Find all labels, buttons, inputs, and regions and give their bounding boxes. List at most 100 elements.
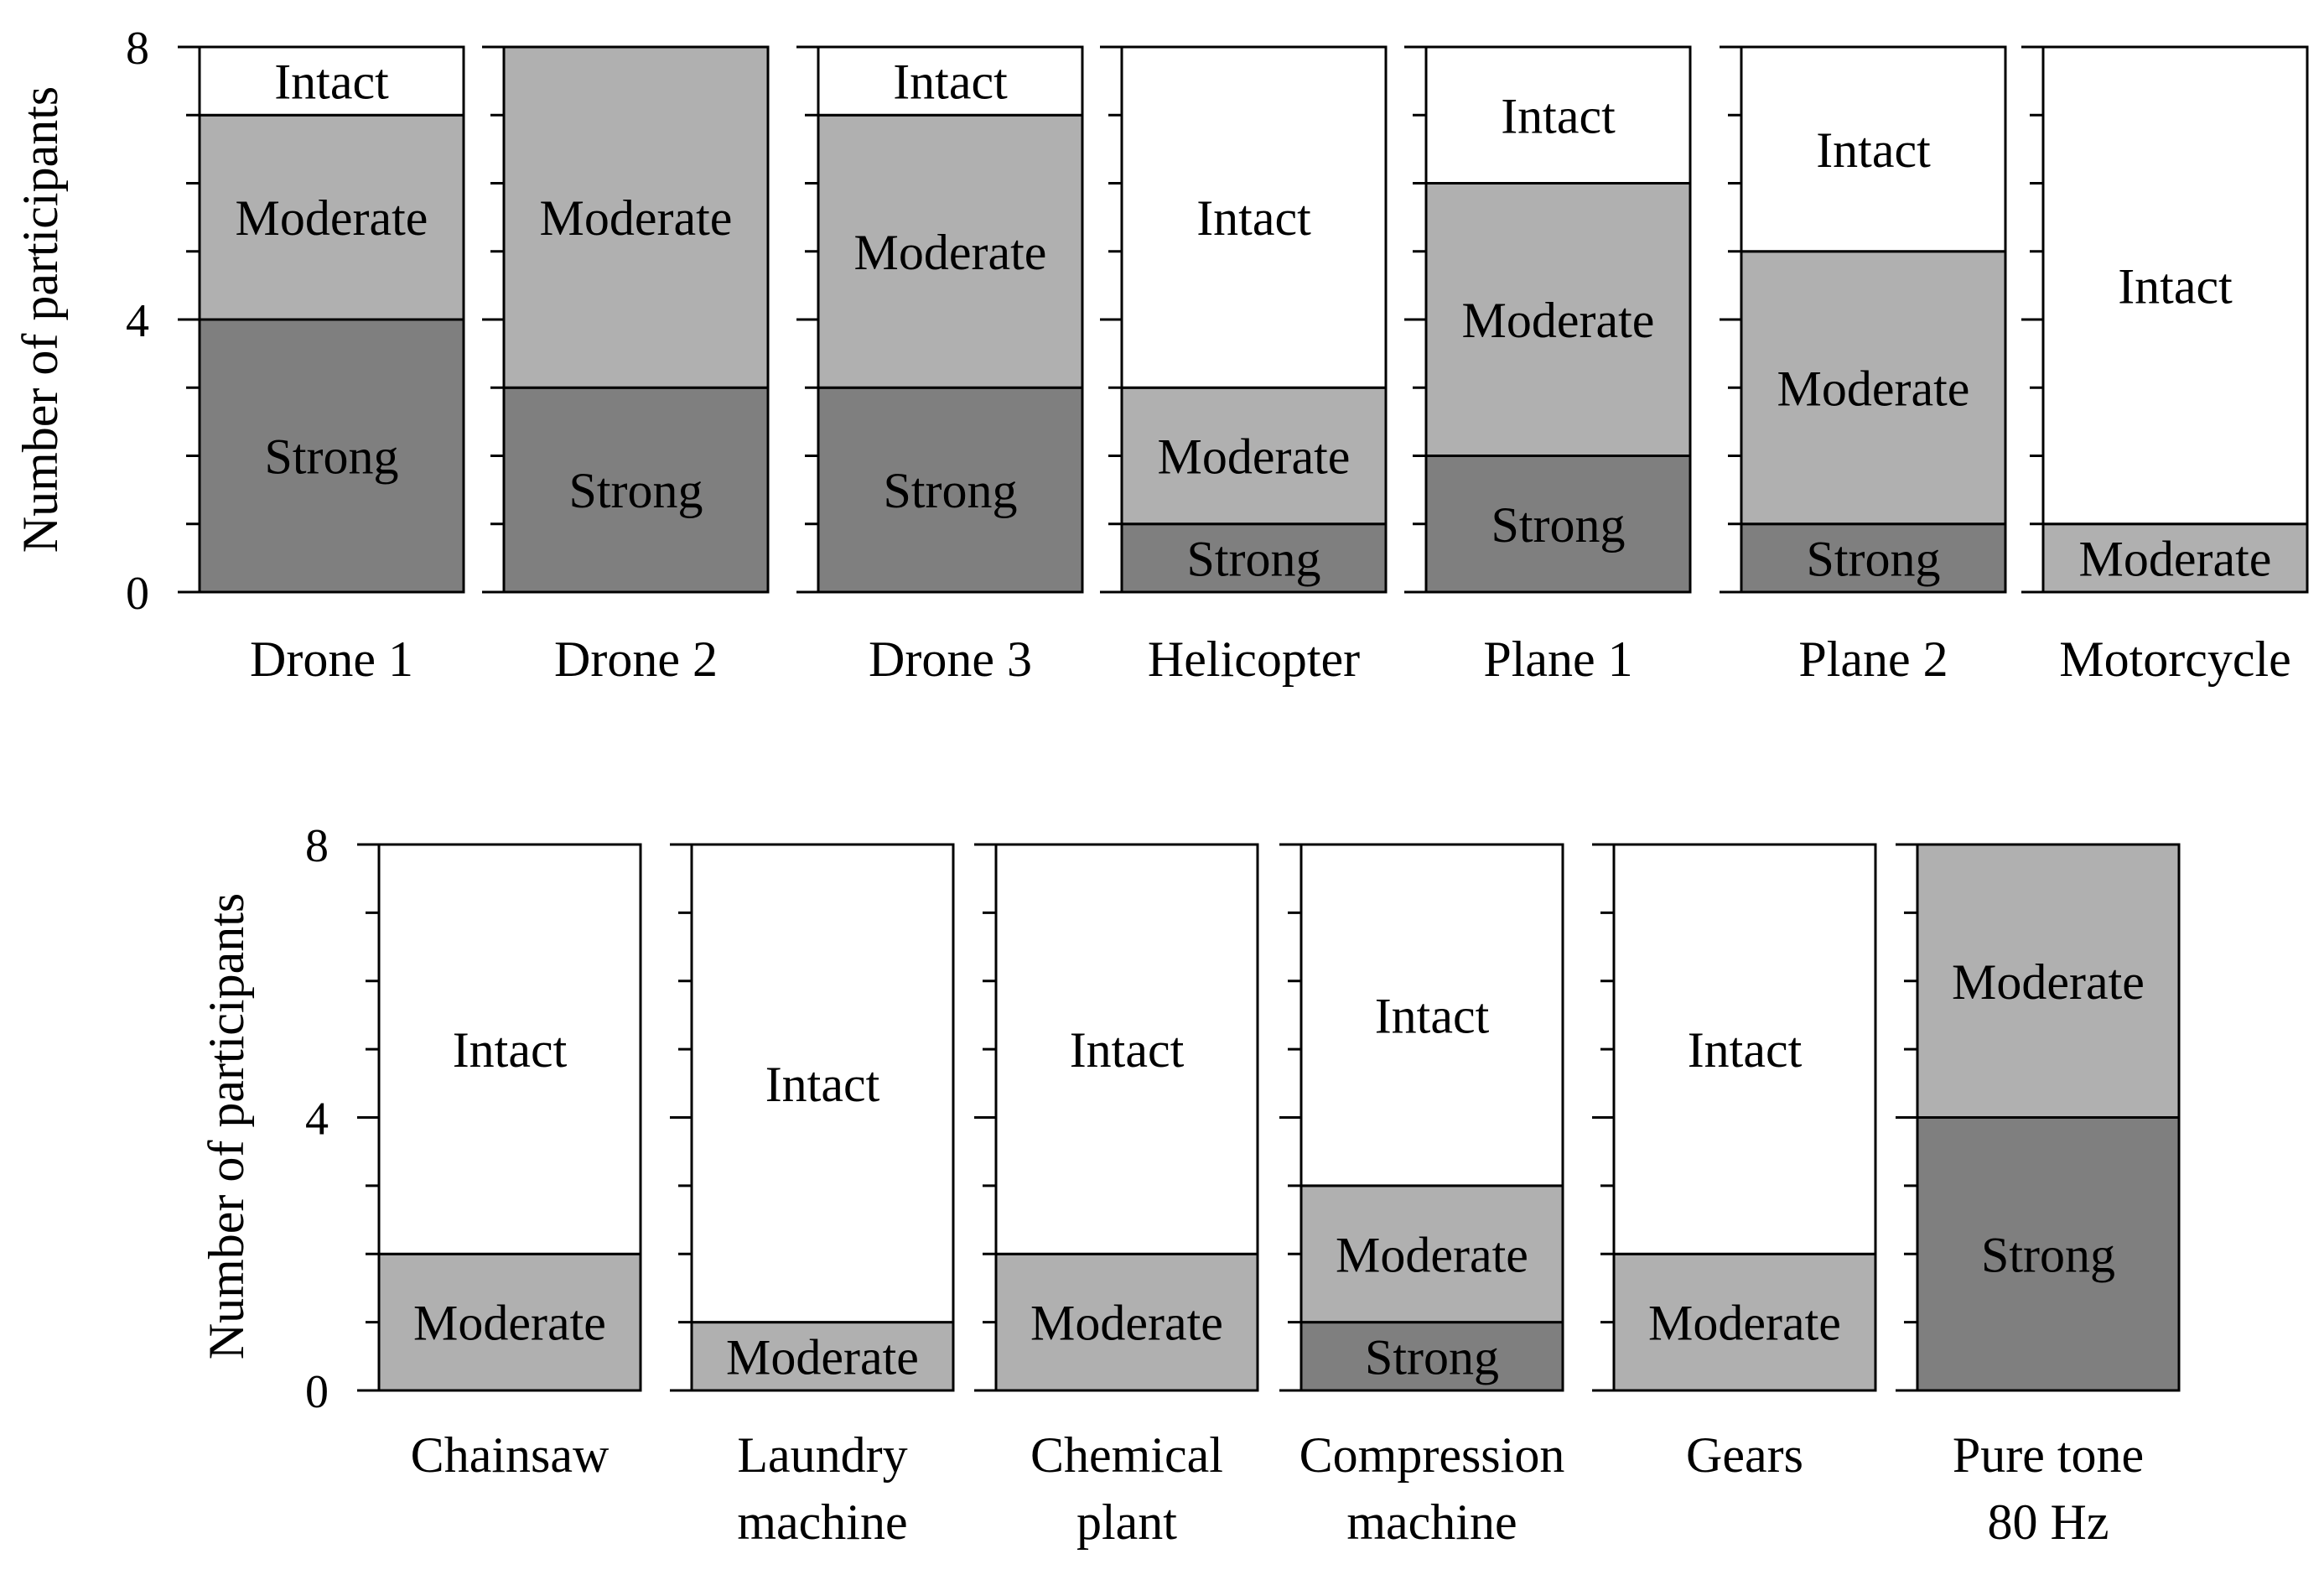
bar-segment-label: Moderate xyxy=(1462,293,1655,348)
bar-frame xyxy=(1120,45,1388,594)
category-label-line: Plane 2 xyxy=(1798,631,1948,687)
category-label: Drone 2 xyxy=(554,631,718,687)
bar-frame xyxy=(198,45,465,594)
y-axis-title: Number of participants xyxy=(199,893,254,1360)
category-label-line: plant xyxy=(1076,1494,1177,1550)
bar-segment-label: Intact xyxy=(1070,1022,1185,1078)
bar-segment-label: Intact xyxy=(453,1022,568,1078)
bar-segment-label: Moderate xyxy=(1158,429,1351,485)
bar-segment-moderate xyxy=(1120,386,1388,526)
bar-frame xyxy=(994,843,1259,1392)
bar-segment-strong xyxy=(1424,455,1692,594)
category-label-line: Drone 1 xyxy=(250,631,413,687)
bar-stack: Moderate Intact xyxy=(690,843,955,1392)
category-label-line: Drone 3 xyxy=(869,631,1032,687)
y-axis-title: Number of participants xyxy=(13,86,68,553)
bar-segment-label: Intact xyxy=(274,55,389,110)
bar-frame xyxy=(502,45,770,594)
bar-stack: Strong Moderate xyxy=(502,45,770,594)
category-label-line: 80 Hz xyxy=(1988,1494,2109,1550)
bar-segment-label: Moderate xyxy=(413,1296,606,1351)
category-label-line: machine xyxy=(1346,1494,1517,1550)
bar-segment-moderate xyxy=(817,113,1084,389)
bar-segment-label: Strong xyxy=(264,429,398,485)
category-label: Chemical plant xyxy=(1030,1427,1223,1550)
bar-segment-strong xyxy=(1916,1116,2181,1392)
category-label: Gears xyxy=(1686,1427,1803,1483)
bar-segment-label: Strong xyxy=(1806,531,1940,586)
category-label: Drone 1 xyxy=(250,631,413,687)
category-label: Plane 1 xyxy=(1483,631,1632,687)
bar-segment-intact xyxy=(2041,45,2309,526)
category-label-line: machine xyxy=(737,1494,907,1550)
bar-segment-moderate xyxy=(1740,250,2007,526)
bar-segment-strong xyxy=(1120,522,1388,594)
bar-stack: Strong Moderate Intact xyxy=(1424,45,1692,594)
bar-segment-label: Moderate xyxy=(1648,1296,1841,1351)
bar-segment-moderate xyxy=(198,113,465,321)
bar-segment-label: Moderate xyxy=(1952,954,2145,1010)
bar-segment-intact xyxy=(377,843,642,1255)
category-label: Compression machine xyxy=(1299,1427,1565,1550)
bar-frame xyxy=(1424,45,1692,594)
bar-segment-intact xyxy=(994,843,1259,1255)
bar-segment-label: Strong xyxy=(883,463,1017,518)
category-label-line: Motorcycle xyxy=(2059,631,2291,687)
bar-frame xyxy=(377,843,642,1392)
category-label-line: Laundry xyxy=(737,1427,907,1483)
y-tick-label: 0 xyxy=(305,1366,329,1418)
bar-segment-label: Intact xyxy=(1816,122,1931,178)
bar-frame xyxy=(2041,45,2309,594)
category-label-line: Drone 2 xyxy=(554,631,718,687)
bar-frame xyxy=(1299,843,1564,1392)
bar-stack: Strong Moderate Intact xyxy=(1120,45,1388,594)
bar-stack: Strong Moderate xyxy=(1916,843,2181,1392)
bar-segment-label: Strong xyxy=(1981,1227,2115,1282)
category-label-line: Plane 1 xyxy=(1483,631,1632,687)
bar-stack: Strong Moderate Intact xyxy=(198,45,465,594)
bar-frame xyxy=(817,45,1084,594)
bar-stack: Strong Moderate Intact xyxy=(1299,843,1564,1392)
bar-stack: Strong Moderate Intact xyxy=(1740,45,2007,594)
bar-segment-label: Strong xyxy=(1365,1329,1499,1385)
bar-segment-label: Intact xyxy=(1196,190,1311,246)
bar-segment-intact xyxy=(690,843,955,1324)
bar-segment-moderate xyxy=(1299,1184,1564,1324)
bar-segment-label: Strong xyxy=(1186,531,1320,586)
chart-panel-top: 0 4 8 Number of participants Strong Moderate I… xyxy=(13,23,2309,687)
bar-segment-moderate xyxy=(1612,1252,1877,1392)
category-label-line: Compression xyxy=(1299,1427,1565,1483)
bar-segment-label: Moderate xyxy=(1777,361,1970,416)
bar-segment-moderate xyxy=(502,45,770,389)
y-tick-label: 8 xyxy=(305,820,329,872)
category-label-line: Gears xyxy=(1686,1427,1803,1483)
bar-frame xyxy=(1740,45,2007,594)
category-label-line: Chemical xyxy=(1030,1427,1223,1483)
bar-segment-strong xyxy=(1299,1321,1564,1392)
bar-segment-intact xyxy=(198,45,465,117)
y-tick-label: 4 xyxy=(126,295,149,347)
y-tick-label: 8 xyxy=(126,23,149,75)
category-label-line: Chainsaw xyxy=(411,1427,610,1483)
bar-segment-label: Intact xyxy=(1688,1022,1803,1078)
bar-segment-label: Intact xyxy=(2118,258,2233,314)
bar-segment-moderate xyxy=(1424,182,1692,457)
bar-segment-label: Moderate xyxy=(540,190,733,246)
category-label: Plane 2 xyxy=(1798,631,1948,687)
bar-stack: Moderate Intact xyxy=(377,843,642,1392)
category-label: Motorcycle xyxy=(2059,631,2291,687)
category-label: Chainsaw xyxy=(411,1427,610,1483)
y-tick-label: 0 xyxy=(126,568,149,620)
bar-stack: Moderate Intact xyxy=(2041,45,2309,594)
bar-segment-label: Intact xyxy=(765,1057,880,1112)
bar-segment-intact xyxy=(1120,45,1388,389)
bar-segment-label: Intact xyxy=(1501,88,1616,143)
chart-panel-bottom: 0 4 8 Number of participants Moderate Intact C… xyxy=(199,820,2181,1550)
y-tick-label: 4 xyxy=(305,1094,329,1146)
bar-segment-strong xyxy=(1740,522,2007,594)
category-label-line: Pure tone xyxy=(1953,1427,2144,1483)
bar-frame xyxy=(1916,843,2181,1392)
category-label-line: Helicopter xyxy=(1148,631,1360,687)
bar-segment-label: Strong xyxy=(1491,497,1625,553)
